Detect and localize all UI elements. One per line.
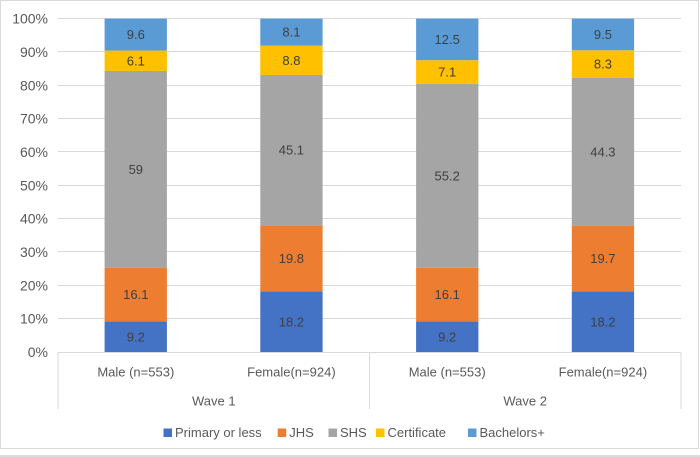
svg-text:9.5: 9.5 — [594, 27, 612, 42]
svg-text:Bachelors+: Bachelors+ — [480, 425, 545, 440]
svg-text:8.8: 8.8 — [282, 53, 300, 68]
svg-text:9.6: 9.6 — [127, 27, 145, 42]
svg-text:59: 59 — [129, 162, 143, 177]
svg-text:Male (n=553): Male (n=553) — [97, 365, 174, 380]
svg-text:30%: 30% — [20, 244, 48, 260]
svg-text:20%: 20% — [20, 277, 48, 293]
svg-text:8.1: 8.1 — [282, 25, 300, 40]
svg-text:19.7: 19.7 — [590, 251, 615, 266]
svg-text:JHS: JHS — [289, 425, 314, 440]
svg-text:45.1: 45.1 — [279, 143, 304, 158]
svg-text:Wave 2: Wave 2 — [503, 394, 547, 409]
svg-text:18.2: 18.2 — [279, 314, 304, 329]
svg-text:0%: 0% — [28, 344, 48, 360]
svg-text:16.1: 16.1 — [123, 287, 148, 302]
svg-text:9.2: 9.2 — [438, 329, 456, 344]
svg-text:10%: 10% — [20, 311, 48, 327]
svg-text:Primary or less: Primary or less — [175, 425, 262, 440]
svg-text:18.2: 18.2 — [590, 314, 615, 329]
svg-text:60%: 60% — [20, 144, 48, 160]
svg-text:90%: 90% — [20, 44, 48, 60]
svg-text:Male (n=553): Male (n=553) — [409, 365, 486, 380]
svg-text:Certificate: Certificate — [388, 425, 447, 440]
svg-text:44.3: 44.3 — [590, 144, 615, 159]
svg-text:6.1: 6.1 — [127, 53, 145, 68]
svg-text:Wave 1: Wave 1 — [192, 394, 236, 409]
svg-text:19.8: 19.8 — [279, 251, 304, 266]
svg-text:9.2: 9.2 — [127, 329, 145, 344]
svg-text:12.5: 12.5 — [435, 32, 460, 47]
svg-text:7.1: 7.1 — [438, 65, 456, 80]
svg-text:55.2: 55.2 — [435, 168, 460, 183]
svg-text:80%: 80% — [20, 77, 48, 93]
svg-text:100%: 100% — [12, 11, 48, 27]
svg-text:40%: 40% — [20, 211, 48, 227]
svg-text:70%: 70% — [20, 111, 48, 127]
svg-text:50%: 50% — [20, 177, 48, 193]
svg-text:Female(n=924): Female(n=924) — [247, 365, 336, 380]
svg-text:SHS: SHS — [340, 425, 367, 440]
svg-text:Female(n=924): Female(n=924) — [559, 365, 648, 380]
svg-text:16.1: 16.1 — [435, 287, 460, 302]
svg-text:8.3: 8.3 — [594, 57, 612, 72]
